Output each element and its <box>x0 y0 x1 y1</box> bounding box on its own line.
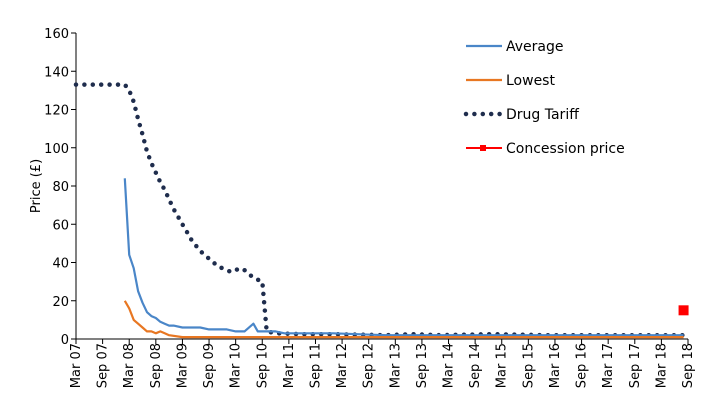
lowest-line <box>123 300 684 339</box>
x-tick-label: Sep 11 <box>308 343 323 388</box>
y-tick-label: 0 <box>61 333 69 348</box>
x-tick-label: Mar 16 <box>548 343 563 388</box>
legend-label-average: Average <box>506 39 564 55</box>
y-tick-label: 20 <box>52 295 69 310</box>
x-tick-label: Sep 15 <box>521 343 536 388</box>
y-axis-title: Price (£) <box>29 159 44 213</box>
x-tick-label: Sep 10 <box>255 343 270 388</box>
x-tick-label: Mar 11 <box>282 343 297 388</box>
x-tick-label: Mar 13 <box>388 343 403 388</box>
y-tick-label: 100 <box>44 142 69 157</box>
legend-marker-concession-price <box>480 145 486 151</box>
x-tick-label: Sep 09 <box>202 343 217 388</box>
legend-label-drug-tariff: Drug Tariff <box>506 107 579 123</box>
x-tick-label: Sep 14 <box>468 343 483 388</box>
x-tick-label: Sep 17 <box>628 343 643 388</box>
x-tick-label: Sep 13 <box>415 343 430 388</box>
y-tick-label: 160 <box>44 27 69 42</box>
average-line <box>123 178 684 337</box>
x-tick-label: Sep 18 <box>681 343 696 388</box>
y-tick-label: 40 <box>52 257 69 272</box>
x-tick-label: Mar 09 <box>175 343 190 388</box>
x-tick-label: Mar 15 <box>495 343 510 388</box>
legend: Average Lowest Drug Tariff Concession price <box>463 39 625 157</box>
x-axis: Mar 07 Sep 07 Mar 08 Sep 08 Mar 09 Sep 09 Mar … <box>69 338 696 388</box>
x-tick-label: Sep 08 <box>149 343 164 388</box>
drug-tariff-line <box>73 82 686 338</box>
x-tick-label: Mar 14 <box>442 343 457 388</box>
y-tick-label: 120 <box>44 104 69 119</box>
x-tick-label: Mar 12 <box>335 343 350 388</box>
legend-label-lowest: Lowest <box>506 73 555 89</box>
x-tick-label: Mar 18 <box>654 343 669 388</box>
concession-price-marker <box>678 305 689 316</box>
x-tick-label: Sep 12 <box>362 343 377 388</box>
y-tick-label: 80 <box>52 180 69 195</box>
x-tick-label: Sep 07 <box>96 343 111 388</box>
y-tick-label: 140 <box>44 65 69 80</box>
x-tick-label: Mar 17 <box>601 343 616 388</box>
y-axis: 0 20 40 60 80 100 120 140 160 <box>44 27 77 348</box>
x-tick-label: Mar 08 <box>122 343 137 388</box>
x-tick-label: Mar 07 <box>69 343 84 388</box>
x-tick-label: Mar 10 <box>229 343 244 388</box>
series-layer <box>73 82 689 339</box>
x-tick-label: Sep 16 <box>575 343 590 388</box>
legend-label-concession-price: Concession price <box>506 141 625 157</box>
y-tick-label: 60 <box>52 218 69 233</box>
